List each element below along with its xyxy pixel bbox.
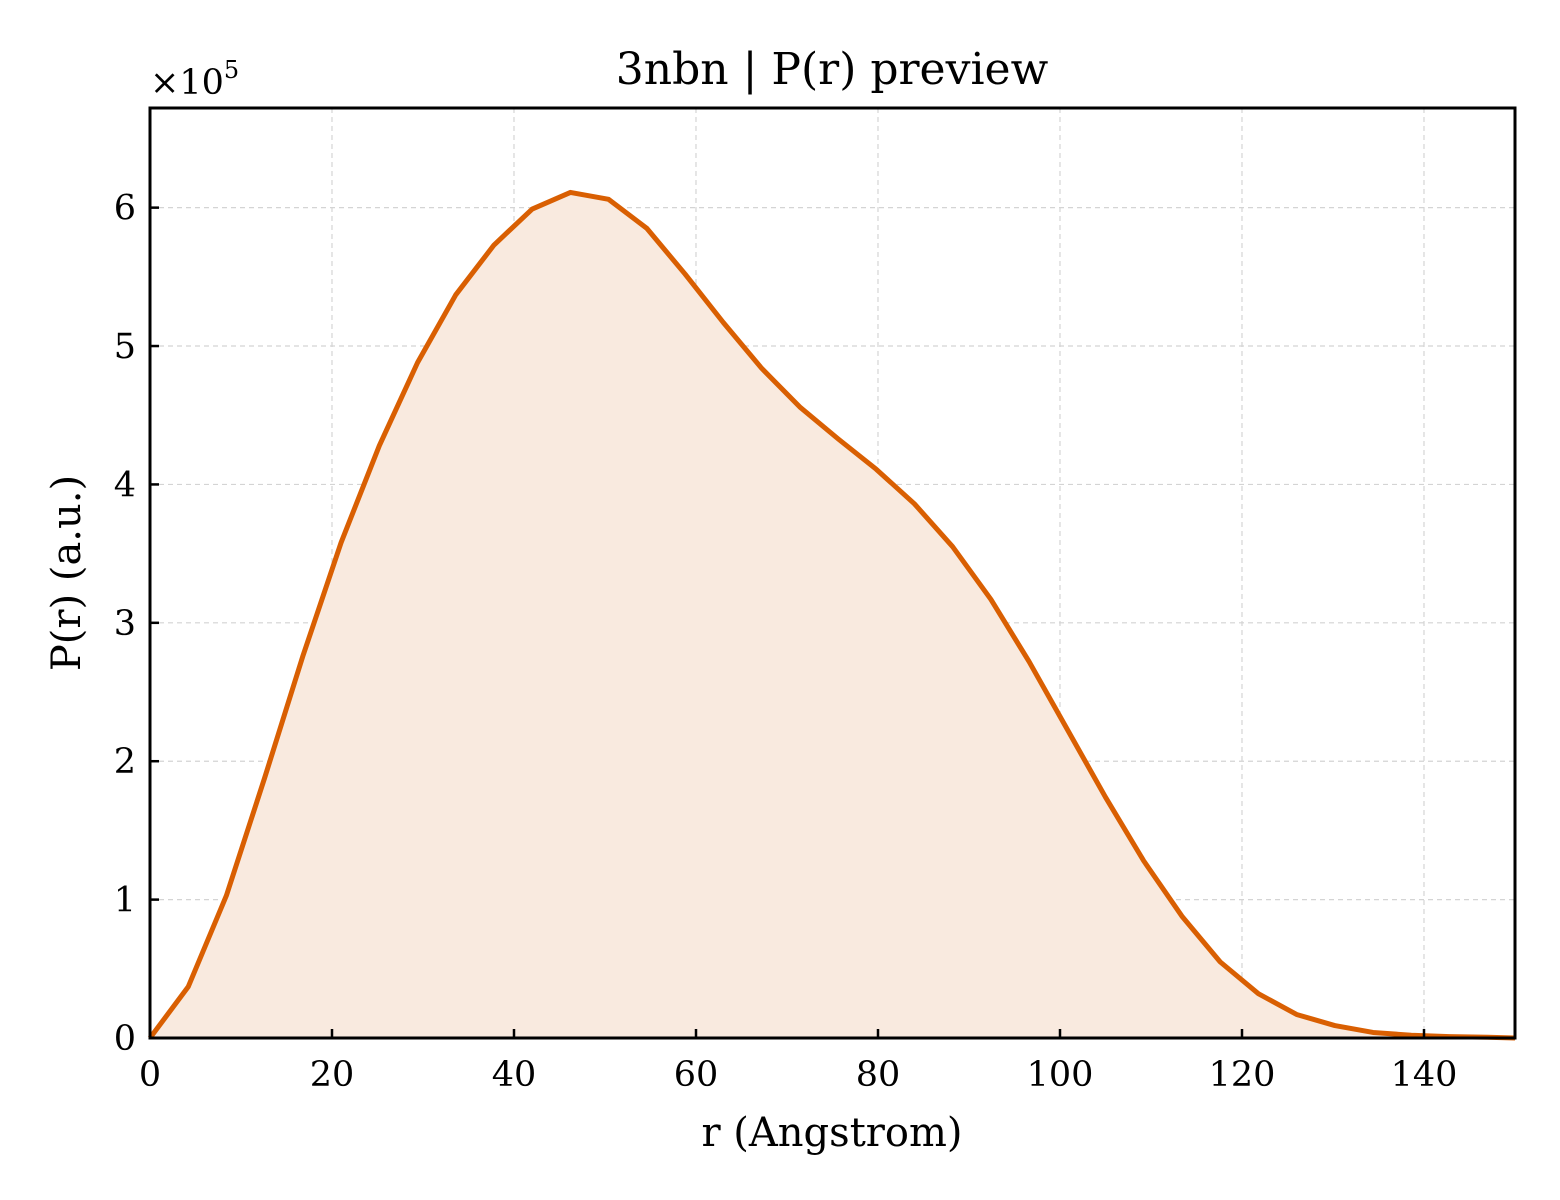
x-tick-label: 100 <box>1027 1055 1094 1095</box>
pr-area-fill <box>150 192 1515 1039</box>
x-tick-label: 120 <box>1209 1055 1276 1095</box>
y-tick-label: 1 <box>114 881 136 921</box>
x-axis-ticks: 0 20 40 60 80 100 120 140 <box>139 1029 1458 1095</box>
y-multiplier-base: ×10 <box>150 63 224 103</box>
y-tick-label: 5 <box>114 327 136 367</box>
y-multiplier-exponent: 5 <box>224 56 239 84</box>
y-axis-ticks: 0 1 2 3 4 5 6 <box>114 189 159 1059</box>
y-tick-label: 0 <box>114 1019 136 1059</box>
plot-frame <box>148 106 1517 1040</box>
y-tick-label: 6 <box>114 189 136 229</box>
pr-series-line <box>147 189 1516 1041</box>
x-tick-label: 0 <box>139 1055 161 1095</box>
x-tick-label: 80 <box>856 1055 901 1095</box>
y-tick-label: 2 <box>114 742 136 782</box>
y-tick-label: 3 <box>114 604 136 644</box>
chart-title: 3nbn | P(r) preview <box>616 44 1049 95</box>
x-tick-label: 60 <box>674 1055 719 1095</box>
y-axis-multiplier: ×105 <box>150 56 239 103</box>
x-tick-label: 140 <box>1391 1055 1458 1095</box>
y-tick-label: 4 <box>114 465 136 505</box>
x-tick-label: 40 <box>492 1055 537 1095</box>
y-axis-label: P(r) (a.u.) <box>44 475 90 671</box>
x-tick-label: 20 <box>310 1055 355 1095</box>
x-axis-label: r (Angstrom) <box>701 1110 962 1156</box>
